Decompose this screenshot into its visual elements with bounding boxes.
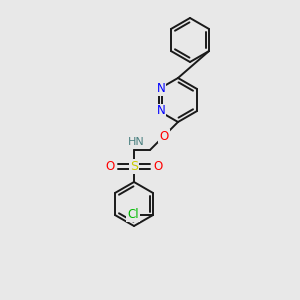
Text: HN: HN <box>128 137 144 147</box>
Text: O: O <box>153 160 163 172</box>
Text: N: N <box>157 82 165 95</box>
Text: Cl: Cl <box>127 208 139 221</box>
Text: N: N <box>157 104 165 118</box>
Text: O: O <box>105 160 115 172</box>
Text: S: S <box>130 160 138 172</box>
Text: O: O <box>159 130 169 142</box>
